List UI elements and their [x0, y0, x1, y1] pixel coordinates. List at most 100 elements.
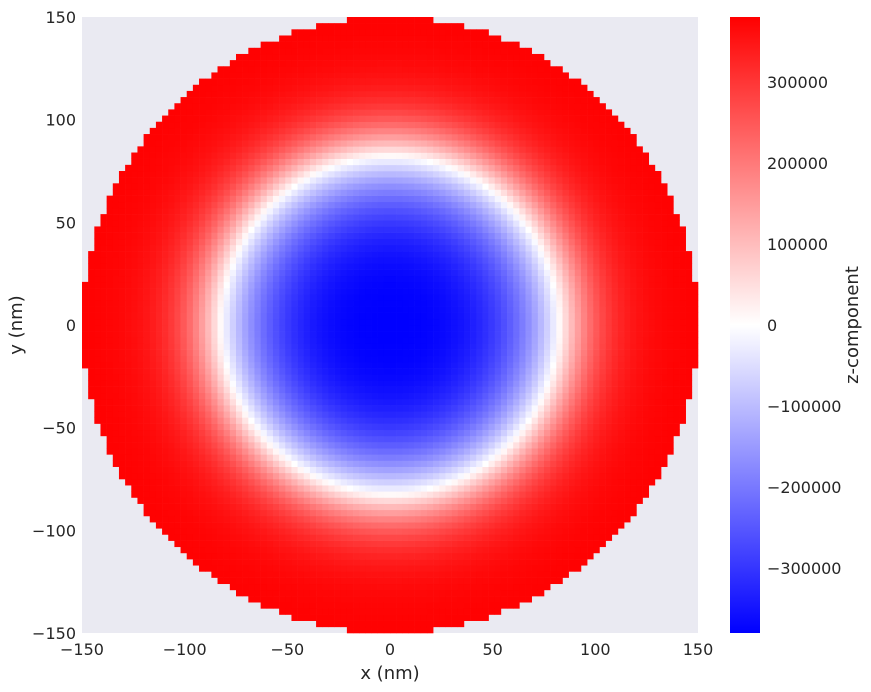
heatmap-cell: [334, 306, 342, 313]
heatmap-cell: [137, 417, 144, 424]
heatmap-cell: [137, 177, 144, 184]
heatmap-cell: [371, 306, 378, 313]
heatmap-cell: [82, 349, 89, 357]
heatmap-cell: [334, 183, 342, 190]
heatmap-cell: [131, 263, 138, 270]
heatmap-cell: [242, 294, 249, 301]
heatmap-cell: [420, 84, 428, 92]
heatmap-cell: [353, 275, 360, 283]
heatmap-cell: [229, 97, 237, 104]
heatmap-cell: [223, 491, 231, 498]
heatmap-cell: [272, 257, 280, 264]
heatmap-cell: [248, 361, 255, 369]
heatmap-cell: [279, 380, 286, 387]
heatmap-cell: [279, 220, 286, 227]
heatmap-cell: [168, 491, 175, 498]
heatmap-cell: [242, 109, 249, 116]
heatmap-cell: [272, 361, 280, 369]
heatmap-cell: [266, 472, 274, 480]
heatmap-cell: [377, 491, 385, 498]
heatmap-cell: [303, 29, 311, 36]
heatmap-cell: [186, 127, 194, 135]
heatmap-cell: [426, 589, 434, 597]
heatmap-cell: [272, 343, 280, 350]
heatmap-cell: [149, 238, 157, 246]
heatmap-cell: [279, 559, 286, 566]
heatmap-cell: [377, 288, 385, 295]
heatmap-cell: [390, 423, 397, 431]
heatmap-cell: [390, 214, 397, 221]
heatmap-cell: [408, 349, 415, 357]
heatmap-cell: [426, 337, 434, 344]
heatmap-cell: [272, 90, 280, 98]
heatmap-cell: [420, 343, 428, 350]
heatmap-cell: [236, 294, 243, 301]
heatmap-cell: [279, 460, 286, 467]
heatmap-cell: [414, 78, 422, 86]
heatmap-cell: [426, 460, 434, 467]
heatmap-cell: [365, 337, 372, 344]
heatmap-cell: [217, 294, 224, 301]
heatmap-cell: [433, 380, 440, 387]
heatmap-cell: [439, 158, 446, 166]
heatmap-cell: [291, 602, 298, 609]
heatmap-cell: [285, 559, 292, 566]
heatmap-cell: [445, 534, 452, 541]
heatmap-cell: [408, 405, 415, 412]
heatmap-cell: [248, 275, 255, 283]
heatmap-cell: [254, 571, 261, 578]
heatmap-cell: [402, 103, 409, 110]
heatmap-cell: [254, 201, 261, 209]
heatmap-cell: [180, 220, 188, 227]
heatmap-cell: [353, 53, 360, 61]
heatmap-cell: [451, 201, 459, 209]
heatmap-cell: [346, 608, 354, 615]
heatmap-cell: [297, 509, 305, 517]
heatmap-cell: [433, 497, 440, 504]
heatmap-cell: [260, 152, 268, 159]
heatmap-cell: [316, 534, 323, 541]
heatmap-cell: [106, 275, 114, 283]
heatmap-cell: [383, 226, 391, 233]
heatmap-cell: [217, 528, 224, 535]
heatmap-cell: [420, 546, 428, 554]
heatmap-cell: [408, 534, 415, 541]
heatmap-cell: [199, 90, 206, 98]
heatmap-cell: [162, 312, 169, 320]
heatmap-cell: [426, 392, 434, 400]
heatmap-cell: [168, 448, 175, 455]
heatmap-cell: [137, 244, 144, 252]
heatmap-cell: [297, 380, 305, 387]
heatmap-cell: [390, 23, 397, 30]
heatmap-cell: [334, 121, 342, 129]
heatmap-cell: [248, 491, 255, 498]
heatmap-cell: [248, 485, 255, 492]
heatmap-cell: [420, 423, 428, 431]
heatmap-cell: [451, 552, 459, 560]
heatmap-cell: [322, 361, 329, 369]
heatmap-cell: [229, 195, 237, 203]
heatmap-cell: [242, 275, 249, 283]
heatmap-cell: [420, 466, 428, 474]
heatmap-cell: [192, 263, 200, 270]
heatmap-cell: [433, 534, 440, 541]
heatmap-cell: [439, 78, 446, 86]
heatmap-cell: [254, 152, 261, 159]
heatmap-cell: [371, 171, 378, 178]
heatmap-cell: [328, 35, 335, 42]
heatmap-cell: [180, 109, 188, 116]
heatmap-cell: [131, 207, 138, 215]
heatmap-cell: [322, 374, 329, 381]
heatmap-cell: [217, 207, 224, 215]
heatmap-cell: [149, 442, 157, 449]
heatmap-cell: [174, 479, 181, 486]
heatmap-cell: [396, 318, 403, 326]
heatmap-cell: [303, 589, 311, 597]
heatmap-cell: [377, 479, 385, 486]
heatmap-cell: [155, 244, 163, 252]
heatmap-cell: [162, 454, 169, 461]
heatmap-cell: [371, 565, 378, 572]
heatmap-cell: [390, 429, 397, 437]
heatmap-cell: [168, 423, 175, 431]
heatmap-cell: [451, 448, 459, 455]
